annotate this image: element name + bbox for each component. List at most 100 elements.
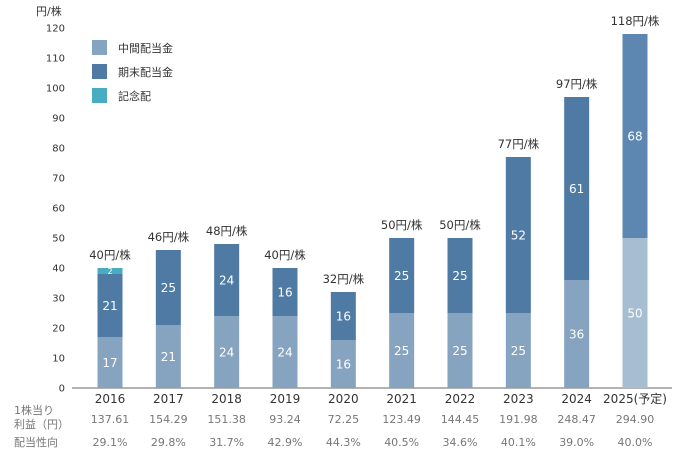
x-tick-label: 2016 <box>95 392 126 406</box>
segment-value-label: 61 <box>569 182 584 196</box>
bar-segment <box>155 250 181 325</box>
y-tick-label: 40 <box>52 264 65 275</box>
x-tick-label: 2020 <box>328 392 359 406</box>
segment-value-label: 24 <box>219 346 234 360</box>
legend-swatch <box>92 88 107 103</box>
eps-value: 294.90 <box>616 413 655 426</box>
total-label: 118円/株 <box>611 14 660 28</box>
payout-value: 29.1% <box>93 436 128 449</box>
bars: 17 21 2 40円/株 2016 21 25 46円/株 2017 24 24 48円/株 2018… <box>89 14 667 406</box>
segment-value-label: 16 <box>336 358 351 372</box>
total-label: 50円/株 <box>381 218 423 232</box>
eps-row-label-line2: 利益（円） <box>14 417 69 431</box>
bar-segment <box>505 157 531 313</box>
bar-segment <box>564 97 590 280</box>
total-label: 40円/株 <box>89 248 131 262</box>
x-tick-label: 2019 <box>270 392 301 406</box>
payout-value: 40.1% <box>501 436 536 449</box>
segment-value-label: 24 <box>219 274 234 288</box>
total-label: 46円/株 <box>148 230 190 244</box>
payout-value: 40.5% <box>384 436 419 449</box>
segment-value-label: 25 <box>452 269 467 283</box>
y-tick-label: 60 <box>52 204 65 215</box>
segment-value-label: 25 <box>511 344 526 358</box>
y-tick-label: 110 <box>46 54 65 65</box>
eps-value: 154.29 <box>149 413 188 426</box>
eps-value: 93.24 <box>269 413 301 426</box>
segment-value-label: 16 <box>277 286 292 300</box>
eps-value: 72.25 <box>328 413 360 426</box>
bar-segment <box>447 238 473 313</box>
x-tick-label: 2024 <box>561 392 592 406</box>
payout-value: 34.6% <box>443 436 478 449</box>
segment-value-label: 25 <box>452 344 467 358</box>
y-tick-label: 10 <box>52 354 65 365</box>
y-tick-label: 100 <box>46 84 65 95</box>
y-tick-label: 0 <box>59 384 65 395</box>
bar-segment <box>505 313 531 388</box>
legend-label: 期末配当金 <box>118 65 173 79</box>
x-tick-label: 2022 <box>445 392 476 406</box>
eps-value: 151.38 <box>207 413 246 426</box>
segment-value-label: 17 <box>102 356 117 370</box>
legend-swatch <box>92 40 107 55</box>
segment-value-label: 52 <box>511 229 526 243</box>
bar-segment <box>214 244 240 316</box>
eps-value: 248.47 <box>557 413 596 426</box>
bar-segment <box>155 325 181 388</box>
total-label: 48円/株 <box>206 224 248 238</box>
eps-row-label-line1: 1株当り <box>14 403 54 417</box>
segment-value-label: 25 <box>394 269 409 283</box>
payout-value: 39.0% <box>559 436 594 449</box>
total-label: 97円/株 <box>556 77 598 91</box>
segment-value-label: 25 <box>161 281 176 295</box>
payout-value: 31.7% <box>209 436 244 449</box>
bar-segment <box>330 292 356 340</box>
y-tick-label: 20 <box>52 324 65 335</box>
bar-segment <box>97 268 123 274</box>
bar-segment <box>622 238 648 388</box>
legend-swatch <box>92 64 107 79</box>
y-tick-label: 80 <box>52 144 65 155</box>
bar-segment <box>272 268 298 316</box>
legend-label: 記念配 <box>118 89 151 103</box>
x-tick-label: 2018 <box>211 392 242 406</box>
x-tick-label: 2021 <box>386 392 417 406</box>
segment-value-label: 50 <box>627 307 642 321</box>
segment-value-label: 21 <box>102 299 117 313</box>
total-label: 32円/株 <box>323 272 365 286</box>
y-tick-label: 120 <box>46 24 65 35</box>
bar-segment <box>97 274 123 337</box>
x-tick-label: 2025(予定) <box>603 391 667 406</box>
x-tick-label: 2023 <box>503 392 534 406</box>
legend-label: 中間配当金 <box>118 41 173 55</box>
eps-value: 137.61 <box>91 413 130 426</box>
total-label: 40円/株 <box>264 248 306 262</box>
total-label: 50円/株 <box>439 218 481 232</box>
y-tick-label: 30 <box>52 294 65 305</box>
eps-value: 144.45 <box>441 413 480 426</box>
segment-value-label: 25 <box>394 344 409 358</box>
bar-segment <box>97 337 123 388</box>
y-tick-label: 90 <box>52 114 65 125</box>
segment-value-label: 36 <box>569 328 584 342</box>
segment-value-label: 24 <box>277 346 292 360</box>
bar-segment <box>389 238 415 313</box>
bar-segment <box>214 316 240 388</box>
y-tick-label: 50 <box>52 234 65 245</box>
segment-value-label: 68 <box>627 130 642 144</box>
payout-value: 40.0% <box>618 436 653 449</box>
bar-segment <box>272 316 298 388</box>
bar-segment <box>389 313 415 388</box>
y-tick-label: 70 <box>52 174 65 185</box>
segment-value-label: 2 <box>107 267 112 276</box>
x-tick-label: 2017 <box>153 392 184 406</box>
segment-value-label: 16 <box>336 310 351 324</box>
segment-value-label: 21 <box>161 350 176 364</box>
payout-value: 29.8% <box>151 436 186 449</box>
bar-segment <box>564 280 590 388</box>
payout-value: 42.9% <box>268 436 303 449</box>
